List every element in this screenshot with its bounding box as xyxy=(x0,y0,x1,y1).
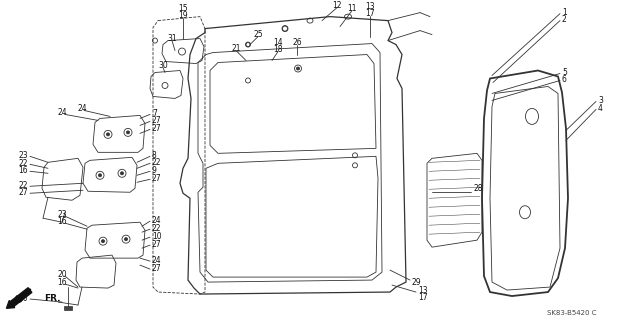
Text: 16: 16 xyxy=(57,217,67,226)
Text: 13: 13 xyxy=(365,2,375,11)
Text: 17: 17 xyxy=(365,9,375,18)
Text: 19: 19 xyxy=(178,11,188,20)
Text: 8: 8 xyxy=(152,151,157,160)
Text: 27: 27 xyxy=(19,188,28,197)
Text: 20: 20 xyxy=(19,293,28,302)
Text: 6: 6 xyxy=(562,75,567,84)
Text: FR.: FR. xyxy=(44,293,61,302)
Text: 26: 26 xyxy=(292,38,302,47)
FancyArrow shape xyxy=(6,288,32,308)
Text: 24: 24 xyxy=(152,256,162,265)
Ellipse shape xyxy=(125,238,127,241)
Text: 27: 27 xyxy=(152,124,162,133)
Text: 16: 16 xyxy=(57,278,67,286)
Text: 13: 13 xyxy=(418,286,428,294)
Text: 1: 1 xyxy=(562,8,567,17)
Text: 14: 14 xyxy=(273,38,283,47)
Text: 12: 12 xyxy=(332,1,342,10)
Text: 27: 27 xyxy=(152,116,162,125)
Text: 11: 11 xyxy=(348,4,356,13)
Text: 22: 22 xyxy=(152,158,161,167)
Text: 15: 15 xyxy=(178,4,188,13)
Text: 3: 3 xyxy=(598,96,603,105)
Text: 22: 22 xyxy=(19,159,28,168)
Text: 5: 5 xyxy=(562,68,567,77)
Text: 27: 27 xyxy=(152,263,162,273)
Ellipse shape xyxy=(120,172,124,175)
Text: 31: 31 xyxy=(167,34,177,43)
Text: 22: 22 xyxy=(152,224,161,233)
Text: 23: 23 xyxy=(57,210,67,219)
Text: 22: 22 xyxy=(19,181,28,190)
Text: 27: 27 xyxy=(152,174,162,183)
Ellipse shape xyxy=(127,131,129,134)
Text: 24: 24 xyxy=(77,104,87,113)
Text: 2: 2 xyxy=(562,15,567,24)
Text: 17: 17 xyxy=(418,293,428,301)
Text: 28: 28 xyxy=(473,184,483,193)
Text: 24: 24 xyxy=(152,216,162,225)
Bar xyxy=(64,306,72,310)
Text: 7: 7 xyxy=(152,109,157,118)
Text: 9: 9 xyxy=(152,166,157,175)
Text: 29: 29 xyxy=(412,278,422,286)
Text: 25: 25 xyxy=(253,30,263,39)
Ellipse shape xyxy=(102,240,104,243)
Text: 23: 23 xyxy=(19,151,28,160)
Ellipse shape xyxy=(106,133,109,136)
Text: 4: 4 xyxy=(598,104,603,113)
Text: 18: 18 xyxy=(273,45,283,54)
Ellipse shape xyxy=(296,67,300,70)
Ellipse shape xyxy=(99,174,102,177)
Text: 10: 10 xyxy=(152,232,162,241)
Text: SK83-B5420 C: SK83-B5420 C xyxy=(547,310,596,316)
Text: 24: 24 xyxy=(57,108,67,117)
Text: 16: 16 xyxy=(19,166,28,175)
Text: 30: 30 xyxy=(158,61,168,70)
Text: 21: 21 xyxy=(231,44,241,53)
Text: 27: 27 xyxy=(152,240,162,249)
Text: 20: 20 xyxy=(57,270,67,278)
